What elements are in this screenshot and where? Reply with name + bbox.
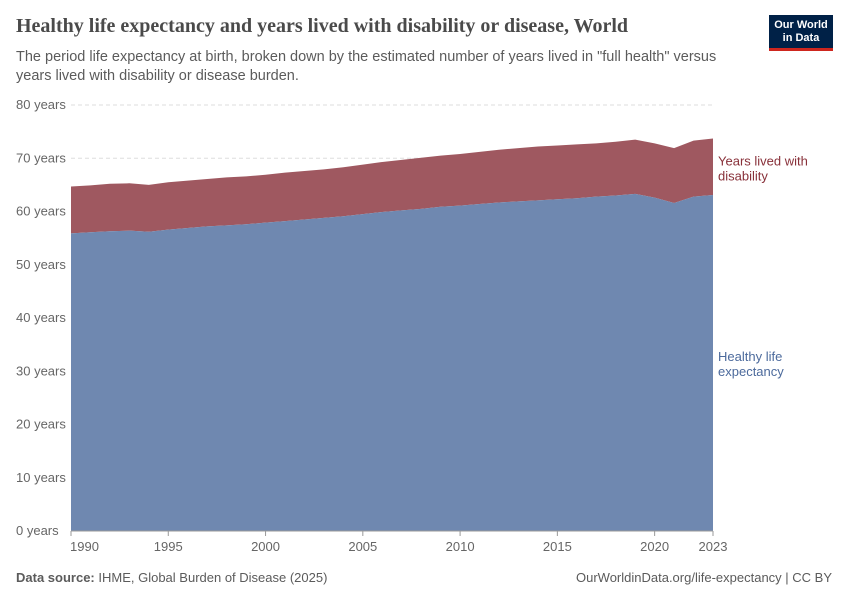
x-tick-label: 1990 (70, 539, 99, 554)
x-tick-label: 1995 (154, 539, 183, 554)
data-source: Data source: IHME, Global Burden of Dise… (16, 570, 327, 585)
source-text[interactable]: IHME, Global Burden of Disease (2025) (98, 570, 328, 585)
x-tick-label: 2023 (699, 539, 728, 554)
logo-text: in Data (782, 32, 820, 44)
x-tick-label: 2005 (348, 539, 377, 554)
label-years-lived-with-disability: disability (718, 169, 768, 184)
y-tick-label: 60 years (16, 204, 66, 219)
y-tick-label: 50 years (16, 257, 66, 272)
x-tick-label: 2015 (543, 539, 572, 554)
footer-url[interactable]: OurWorldinData.org/life-expectancy | CC … (575, 570, 832, 585)
area-years-lived-with-disability (71, 138, 713, 234)
owid-logo[interactable]: Our World in Data (769, 15, 833, 51)
y-tick-label: 10 years (16, 470, 66, 485)
chart-subtitle: The period life expectancy at birth, bro… (16, 49, 717, 84)
chart-title: Healthy life expectancy and years lived … (16, 15, 629, 37)
x-tick-label: 2020 (640, 539, 669, 554)
y-tick-label: 70 years (16, 150, 66, 165)
y-tick-label: 0 years (16, 523, 59, 538)
x-tick-label: 2010 (446, 539, 475, 554)
x-tick-label: 2000 (251, 539, 280, 554)
y-tick-label: 80 years (16, 97, 66, 112)
y-tick-label: 20 years (16, 417, 66, 432)
source-label: Data source: (16, 570, 95, 585)
area-chart: 0 years 10 years 20 years 30 years 40 years 5… (16, 97, 808, 554)
y-tick-label: 30 years (16, 363, 66, 378)
logo-text: Our World (774, 19, 828, 31)
label-healthy-life-expectancy: Healthy life (718, 349, 782, 364)
label-years-lived-with-disability: Years lived with (718, 154, 808, 169)
area-healthy-life-expectancy (71, 193, 713, 532)
label-healthy-life-expectancy: expectancy (718, 364, 784, 379)
y-tick-label: 40 years (16, 310, 66, 325)
